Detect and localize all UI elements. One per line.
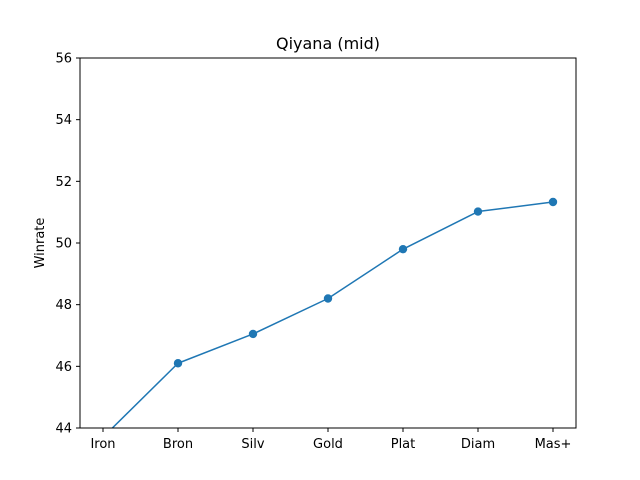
y-tick-label: 48 <box>55 298 72 313</box>
data-point-mas <box>548 197 558 207</box>
y-tick-label: 56 <box>55 52 72 67</box>
x-tick-label: Bron <box>163 437 193 452</box>
x-tick-label: Mas+ <box>535 437 572 452</box>
plot-frame <box>79 57 577 429</box>
series-layer <box>111 197 558 428</box>
y-tick-label: 46 <box>55 360 72 375</box>
y-tick-label: 52 <box>55 175 72 190</box>
y-tick-label: 44 <box>55 422 72 437</box>
y-tick-label: 50 <box>55 237 72 252</box>
x-tick-label: Iron <box>90 437 115 452</box>
y-tick-label: 54 <box>55 113 72 128</box>
data-point-gold <box>323 294 333 303</box>
x-axis-ticks: Iron Bron Silv Gold Plat Diam Mas+ <box>90 428 571 452</box>
x-tick-label: Gold <box>313 437 343 452</box>
data-point-bron <box>173 359 183 368</box>
x-tick-label: Plat <box>391 437 416 452</box>
x-tick-label: Silv <box>241 437 264 452</box>
data-point-silv <box>248 329 258 339</box>
y-axis-label: Winrate <box>33 218 48 269</box>
x-tick-label: Diam <box>461 437 495 452</box>
data-point-diam <box>473 207 483 216</box>
data-point-plat <box>398 244 408 254</box>
chart-title: Qiyana (mid) <box>276 34 380 53</box>
y-axis-ticks: 44 46 48 50 52 54 56 <box>55 52 80 437</box>
